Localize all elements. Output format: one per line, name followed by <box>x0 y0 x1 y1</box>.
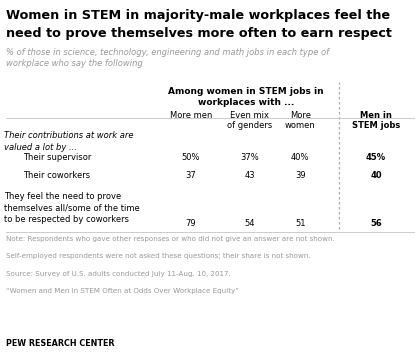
Text: Men in
STEM jobs: Men in STEM jobs <box>352 111 400 130</box>
Text: 56: 56 <box>370 219 382 228</box>
Text: 37: 37 <box>186 171 197 180</box>
Text: Among women in STEM jobs in
workplaces with ...: Among women in STEM jobs in workplaces w… <box>168 87 323 107</box>
Text: 40: 40 <box>370 171 382 180</box>
Text: Their contributions at work are
valued a lot by ...: Their contributions at work are valued a… <box>4 131 134 151</box>
Text: Their supervisor: Their supervisor <box>23 153 92 162</box>
Text: Source: Survey of U.S. adults conducted July 11-Aug. 10, 2017.: Source: Survey of U.S. adults conducted … <box>6 271 231 277</box>
Text: 40%: 40% <box>291 153 310 162</box>
Text: 51: 51 <box>295 219 306 228</box>
Text: 79: 79 <box>186 219 197 228</box>
Text: PEW RESEARCH CENTER: PEW RESEARCH CENTER <box>6 339 115 348</box>
Text: More men: More men <box>170 111 212 120</box>
Text: Note: Respondents who gave other responses or who did not give an answer are not: Note: Respondents who gave other respons… <box>6 236 335 242</box>
Text: 43: 43 <box>244 171 255 180</box>
Text: Their coworkers: Their coworkers <box>23 171 90 180</box>
Text: 50%: 50% <box>182 153 200 162</box>
Text: 37%: 37% <box>241 153 259 162</box>
Text: 39: 39 <box>295 171 306 180</box>
Text: “Women and Men in STEM Often at Odds Over Workplace Equity”: “Women and Men in STEM Often at Odds Ove… <box>6 288 239 294</box>
Text: % of those in science, technology, engineering and math jobs in each type of
wor: % of those in science, technology, engin… <box>6 48 329 68</box>
Text: Even mix
of genders: Even mix of genders <box>227 111 273 130</box>
Text: Women in STEM in majority-male workplaces feel the: Women in STEM in majority-male workplace… <box>6 9 391 22</box>
Text: need to prove themselves more often to earn respect: need to prove themselves more often to e… <box>6 27 392 40</box>
Text: 54: 54 <box>244 219 255 228</box>
Text: 45%: 45% <box>366 153 386 162</box>
Text: They feel the need to prove
themselves all/some of the time
to be respected by c: They feel the need to prove themselves a… <box>4 192 140 224</box>
Text: More
women: More women <box>285 111 316 130</box>
Text: Self-employed respondents were not asked these questions; their share is not sho: Self-employed respondents were not asked… <box>6 253 311 260</box>
